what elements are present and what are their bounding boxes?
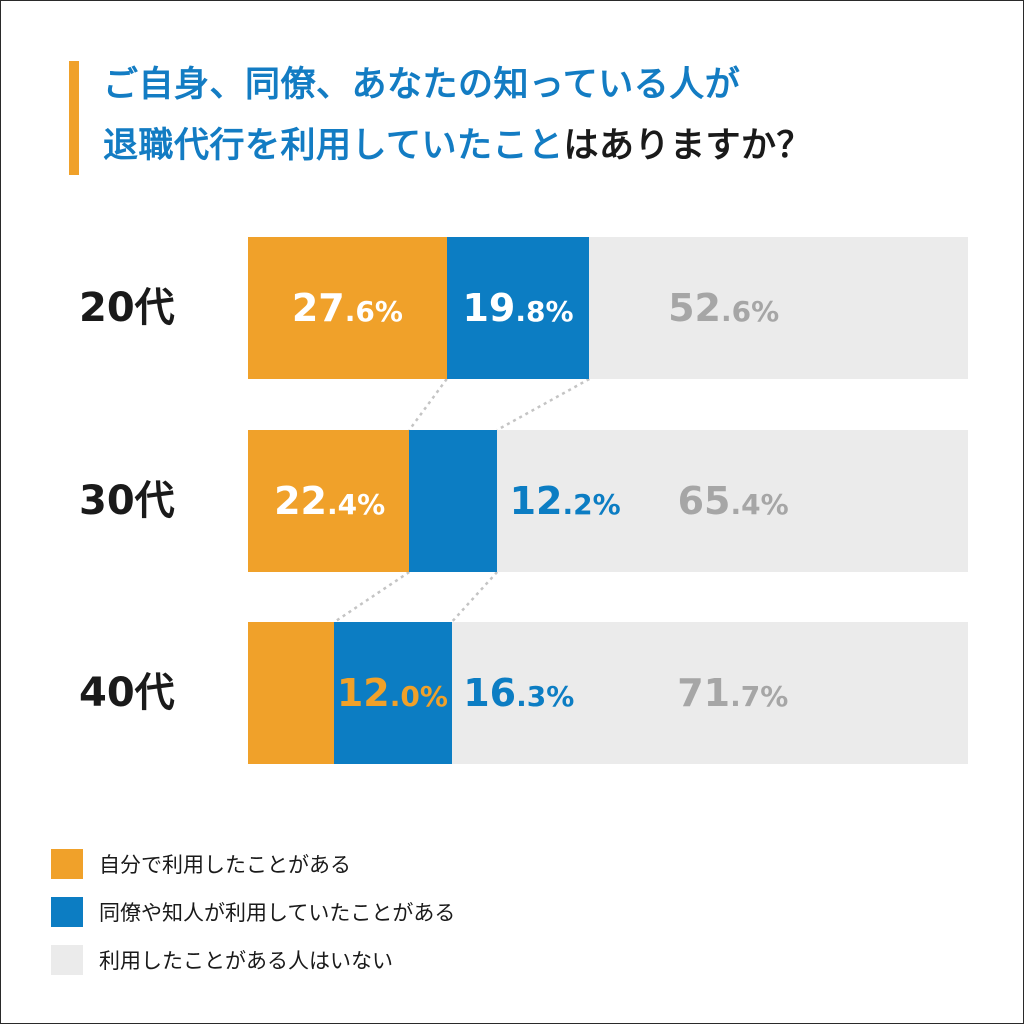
data-label-none-20s: 52.6%	[668, 286, 780, 330]
bar-segment-self-30s	[248, 430, 410, 572]
bar-segment-others-30s	[409, 430, 498, 572]
chart-title-highlight: 退職代行を利用していたこと	[103, 126, 564, 166]
legend-label-none: 利用したことがある人はいない	[99, 949, 393, 973]
bar-segment-none-40s	[451, 622, 968, 764]
bar-segment-none-30s	[497, 430, 968, 572]
legend-item-self: 自分で利用したことがある	[51, 849, 351, 879]
legend-swatch-self	[51, 849, 83, 879]
connector-others-20s-to-30s	[496, 377, 590, 432]
data-label-self-40s: 12.0%	[336, 671, 448, 715]
title-accent-bar	[69, 61, 79, 175]
data-label-self-30s: 22.4%	[274, 479, 386, 523]
legend-label-self: 自分で利用したことがある	[99, 853, 351, 877]
legend-item-others: 同僚や知人が利用していたことがある	[51, 897, 455, 927]
connector-self-20s-to-30s	[408, 378, 448, 431]
connector-self-30s-to-40s	[333, 570, 410, 624]
legend-item-none: 利用したことがある人はいない	[51, 945, 393, 975]
bar-segment-others-40s	[334, 622, 452, 764]
category-label-40s: 40代	[79, 670, 175, 716]
legend-label-others: 同僚や知人が利用していたことがある	[99, 901, 456, 925]
data-label-self-20s: 27.6%	[291, 286, 403, 330]
bar-segment-others-20s	[446, 237, 590, 379]
chart-title-line-2: 退職代行を利用していたことはありますか？	[103, 124, 812, 168]
legend-swatch-none	[51, 945, 83, 975]
data-label-others-30s: 12.2%	[509, 479, 621, 523]
bar-segment-self-40s	[248, 622, 335, 764]
chart-title-line-1: ご自身、同僚、あなたの知っている人が	[103, 65, 741, 105]
category-label-20s: 20代	[79, 285, 175, 331]
chart-title-rest: はありますか？	[563, 126, 812, 166]
data-label-none-30s: 65.4%	[677, 479, 789, 523]
bar-segment-none-20s	[589, 237, 968, 379]
category-label-30s: 30代	[79, 478, 175, 524]
data-label-others-20s: 19.8%	[462, 286, 574, 330]
legend-swatch-others	[51, 897, 83, 927]
data-label-none-40s: 71.7%	[677, 671, 789, 715]
bar-segment-self-20s	[248, 237, 447, 379]
connector-others-30s-to-40s	[450, 571, 499, 623]
data-label-others-40s: 16.3%	[463, 671, 575, 715]
